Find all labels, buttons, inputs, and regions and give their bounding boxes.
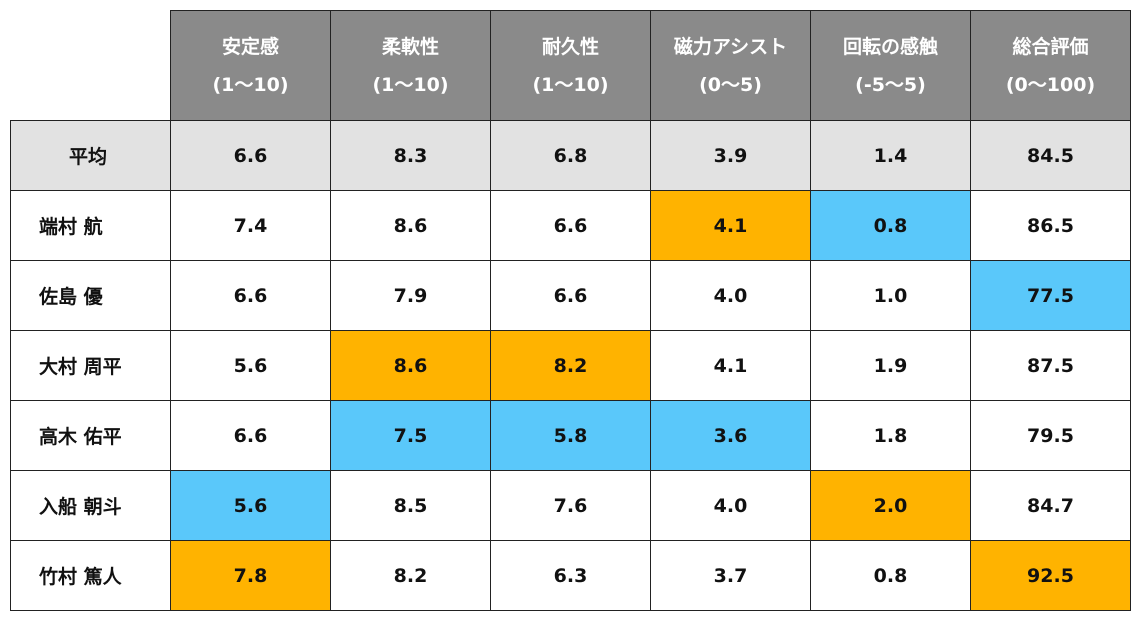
value-cell: 1.8 <box>810 400 971 471</box>
column-header: 柔軟性 (1〜10) <box>330 10 491 121</box>
column-header-name: 総合評価 <box>1012 35 1089 58</box>
value-cell: 3.7 <box>650 540 811 611</box>
column-header-name: 磁力アシスト <box>673 35 788 58</box>
value-cell: 8.3 <box>330 120 491 191</box>
value-cell: 7.5 <box>330 400 491 471</box>
table-row: 端村 航 7.4 8.6 6.6 4.1 0.8 86.5 <box>10 190 1131 261</box>
value-cell: 4.0 <box>650 470 811 541</box>
value-cell: 4.0 <box>650 260 811 331</box>
value-cell: 8.6 <box>330 330 491 401</box>
value-cell: 8.5 <box>330 470 491 541</box>
value-cell: 84.5 <box>970 120 1131 191</box>
value-cell: 2.0 <box>810 470 971 541</box>
value-cell: 3.9 <box>650 120 811 191</box>
column-header: 総合評価 (0〜100) <box>970 10 1131 121</box>
value-cell: 6.6 <box>170 400 331 471</box>
value-cell: 87.5 <box>970 330 1131 401</box>
value-cell: 1.9 <box>810 330 971 401</box>
value-cell: 6.6 <box>490 260 651 331</box>
average-row: 平均 6.6 8.3 6.8 3.9 1.4 84.5 <box>10 120 1131 191</box>
value-cell: 86.5 <box>970 190 1131 261</box>
value-cell: 3.6 <box>650 400 811 471</box>
table-body: 平均 6.6 8.3 6.8 3.9 1.4 84.5 端村 航 7.4 8.6 6.6 4.1 0.8… <box>10 120 1131 611</box>
value-cell: 0.8 <box>810 540 971 611</box>
value-cell: 6.8 <box>490 120 651 191</box>
value-cell: 4.1 <box>650 330 811 401</box>
column-header-range: (1〜10) <box>212 73 289 96</box>
column-header-name: 回転の感触 <box>842 35 938 58</box>
row-label: 高木 佑平 <box>10 400 171 471</box>
value-cell: 0.8 <box>810 190 971 261</box>
evaluation-table: 安定感 (1〜10) 柔軟性 (1〜10) 耐久性 (1〜10) 磁力アシスト (0〜5) 回転… <box>10 10 1131 611</box>
value-cell: 6.6 <box>490 190 651 261</box>
table-row: 大村 周平 5.6 8.6 8.2 4.1 1.9 87.5 <box>10 330 1131 401</box>
column-header-range: (0〜5) <box>699 73 762 96</box>
value-cell: 7.4 <box>170 190 331 261</box>
column-header-range: (1〜10) <box>532 73 609 96</box>
column-header-name: 安定感 <box>221 35 279 58</box>
value-cell: 6.3 <box>490 540 651 611</box>
column-header-range: (0〜100) <box>1005 73 1096 96</box>
value-cell: 92.5 <box>970 540 1131 611</box>
row-label: 大村 周平 <box>10 330 171 401</box>
column-header: 回転の感触 (-5〜5) <box>810 10 971 121</box>
column-header: 安定感 (1〜10) <box>170 10 331 121</box>
column-header: 耐久性 (1〜10) <box>490 10 651 121</box>
column-header-range: (-5〜5) <box>855 73 926 96</box>
value-cell: 5.6 <box>170 470 331 541</box>
value-cell: 8.2 <box>330 540 491 611</box>
value-cell: 8.6 <box>330 190 491 261</box>
value-cell: 7.8 <box>170 540 331 611</box>
value-cell: 7.9 <box>330 260 491 331</box>
value-cell: 6.6 <box>170 120 331 191</box>
table-row: 入船 朝斗 5.6 8.5 7.6 4.0 2.0 84.7 <box>10 470 1131 541</box>
value-cell: 4.1 <box>650 190 811 261</box>
row-label: 端村 航 <box>10 190 171 261</box>
table-row: 高木 佑平 6.6 7.5 5.8 3.6 1.8 79.5 <box>10 400 1131 471</box>
value-cell: 84.7 <box>970 470 1131 541</box>
value-cell: 77.5 <box>970 260 1131 331</box>
row-label: 竹村 篤人 <box>10 540 171 611</box>
corner-cell <box>10 10 171 121</box>
row-label: 入船 朝斗 <box>10 470 171 541</box>
column-header-name: 柔軟性 <box>381 35 439 58</box>
value-cell: 6.6 <box>170 260 331 331</box>
header-row: 安定感 (1〜10) 柔軟性 (1〜10) 耐久性 (1〜10) 磁力アシスト (0〜5) 回転… <box>10 10 1131 121</box>
column-header-range: (1〜10) <box>372 73 449 96</box>
table-row: 竹村 篤人 7.8 8.2 6.3 3.7 0.8 92.5 <box>10 540 1131 611</box>
value-cell: 79.5 <box>970 400 1131 471</box>
value-cell: 8.2 <box>490 330 651 401</box>
value-cell: 5.6 <box>170 330 331 401</box>
column-header-name: 耐久性 <box>541 35 599 58</box>
value-cell: 1.4 <box>810 120 971 191</box>
table-row: 佐島 優 6.6 7.9 6.6 4.0 1.0 77.5 <box>10 260 1131 331</box>
row-label: 佐島 優 <box>10 260 171 331</box>
value-cell: 7.6 <box>490 470 651 541</box>
row-label: 平均 <box>10 120 171 191</box>
column-header: 磁力アシスト (0〜5) <box>650 10 811 121</box>
value-cell: 5.8 <box>490 400 651 471</box>
value-cell: 1.0 <box>810 260 971 331</box>
